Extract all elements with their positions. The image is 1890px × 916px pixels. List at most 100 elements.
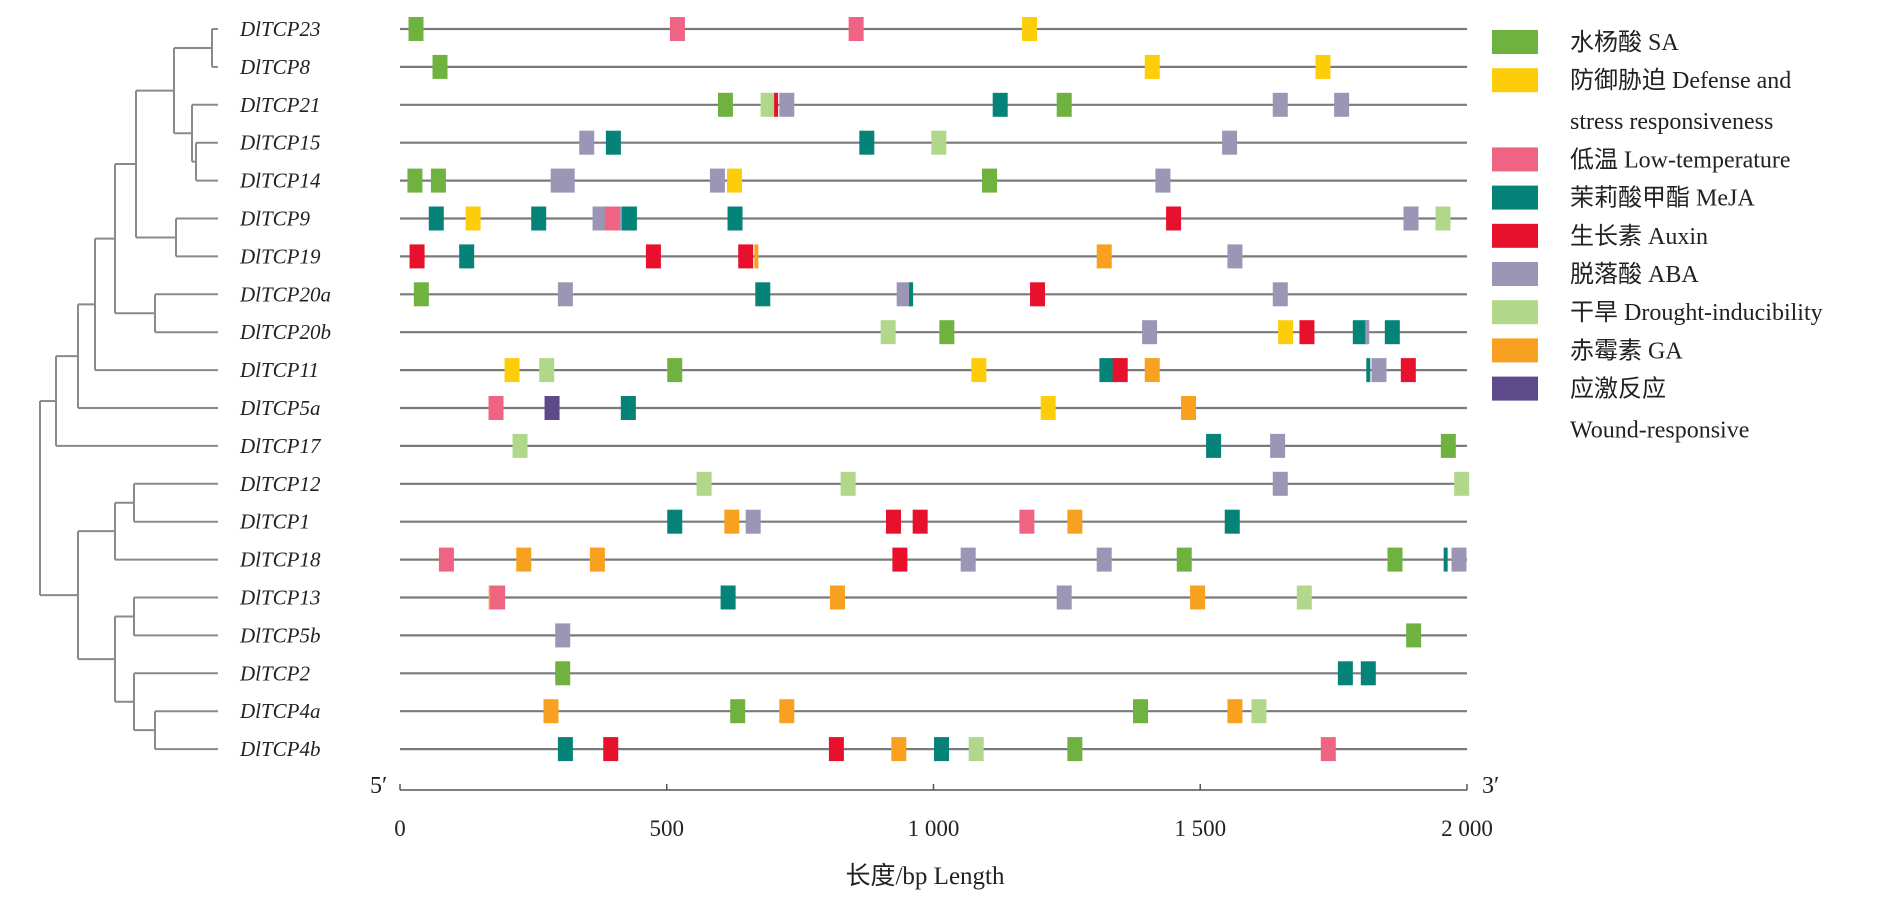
cis-element-box xyxy=(859,130,875,155)
cis-element-box xyxy=(727,206,743,231)
gene-track xyxy=(400,244,1467,269)
cis-element-box xyxy=(1435,206,1451,231)
cis-element-box xyxy=(1067,737,1083,762)
cis-element-box xyxy=(669,17,685,41)
gene-label: DlTCP18 xyxy=(239,548,321,572)
legend: 水杨酸 SA 防御胁迫 Defense and stress responsiven… xyxy=(1492,29,1823,444)
cis-element-box xyxy=(408,17,424,41)
cis-element-box xyxy=(848,17,864,41)
cis-element-box xyxy=(512,433,528,458)
gene-label: DlTCP5b xyxy=(239,623,321,647)
cis-element-box xyxy=(1096,244,1112,269)
gene-label: DlTCP11 xyxy=(239,358,319,382)
cis-element-box xyxy=(555,623,571,648)
cis-element-box xyxy=(1387,547,1403,572)
legend-swatch xyxy=(1492,223,1538,248)
cis-element-box xyxy=(1454,471,1470,496)
cis-element-box xyxy=(543,699,559,724)
cis-element-box xyxy=(709,168,725,193)
cis-element-box xyxy=(1206,433,1222,458)
cis-element-box xyxy=(667,509,683,534)
legend-swatch xyxy=(1492,30,1538,54)
cis-element-box xyxy=(1224,509,1240,534)
gene-label: DlTCP1 xyxy=(239,510,310,534)
legend-item: 干旱 Drought-inducibility xyxy=(1492,300,1823,326)
cis-element-box xyxy=(892,547,908,572)
gene-label: DlTCP4a xyxy=(239,699,321,723)
legend-label: Wound-responsive xyxy=(1570,418,1749,444)
gene-label: DlTCP2 xyxy=(239,661,311,685)
gene-track xyxy=(400,320,1467,345)
axis-ticks: 0 500 1 000 1 500 2 000 xyxy=(394,784,1493,841)
cis-element-box xyxy=(1406,623,1422,648)
legend-item: 防御胁迫 Defense and stress responsiveness xyxy=(1492,67,1791,135)
cis-element-box xyxy=(604,206,620,231)
cis-element-box xyxy=(605,130,621,155)
cis-element-box xyxy=(1040,396,1056,420)
cis-element-box xyxy=(1451,547,1467,572)
gene-track xyxy=(400,699,1467,724)
cis-element-box xyxy=(912,509,928,534)
cis-element-box xyxy=(968,737,984,762)
cis-element-box xyxy=(1272,92,1288,117)
legend-item: 水杨酸 SA xyxy=(1492,29,1679,56)
legend-item: 脱落酸 ABA xyxy=(1492,261,1699,288)
cis-element-box xyxy=(1227,699,1243,724)
cis-element-box xyxy=(550,168,575,193)
cis-element-box xyxy=(717,92,733,117)
legend-swatch xyxy=(1492,338,1538,363)
cis-element-box xyxy=(1222,130,1238,155)
axis-tick-label: 0 xyxy=(394,816,406,841)
legend-swatch xyxy=(1492,147,1538,172)
cis-element-box xyxy=(1056,585,1072,610)
gene-track xyxy=(400,92,1467,117)
gene-label: DlTCP20b xyxy=(239,320,331,344)
legend-swatch xyxy=(1492,185,1538,210)
legend-label: 赤霉素 GA xyxy=(1570,337,1683,364)
cis-element-box xyxy=(1299,320,1315,345)
legend-item: 低温 Low-temperature xyxy=(1492,146,1791,173)
cis-element-box xyxy=(738,244,754,269)
cis-element-box xyxy=(619,206,624,231)
cis-element-box xyxy=(555,661,571,686)
cis-element-box xyxy=(774,92,779,117)
gene-label: DlTCP5a xyxy=(239,396,321,420)
cis-element-box xyxy=(982,168,998,193)
legend-label: 防御胁迫 Defense and xyxy=(1570,67,1791,94)
cis-element-box xyxy=(428,206,444,231)
gene-labels: DlTCP23 DlTCP8 DlTCP21 DlTCP15 DlTCP14 DlTCP9… xyxy=(239,17,331,761)
cis-element-box xyxy=(745,509,761,534)
cis-element-box xyxy=(579,130,595,155)
cis-element-box xyxy=(1099,358,1115,383)
cis-element-box xyxy=(891,737,907,762)
legend-item: 应激反应 Wound-responsive xyxy=(1492,376,1749,444)
cis-element-box xyxy=(1227,244,1243,269)
legend-swatch xyxy=(1492,376,1538,401)
cis-element-box xyxy=(490,585,506,610)
cis-element-box xyxy=(971,358,987,383)
gene-track xyxy=(400,547,1467,572)
cis-element-box xyxy=(992,92,1008,117)
length-axis: 5′ 3′ 0 500 1 000 1 500 2 000 长度/bp Length xyxy=(370,773,1499,890)
cis-element-box xyxy=(1144,54,1160,79)
cis-element-box xyxy=(840,471,856,496)
cis-element-box xyxy=(620,396,636,420)
cis-element-box xyxy=(896,282,912,307)
cis-element-box xyxy=(589,547,605,572)
axis-title: 长度/bp Length xyxy=(845,862,1005,890)
cis-element-box xyxy=(939,320,955,345)
gene-label: DlTCP12 xyxy=(239,472,321,496)
gene-label: DlTCP19 xyxy=(239,244,321,268)
cis-element-box xyxy=(1181,396,1197,420)
cis-element-box xyxy=(779,699,795,724)
cis-element-box xyxy=(539,358,555,383)
gene-label: DlTCP17 xyxy=(239,434,322,458)
cis-element-box xyxy=(1315,54,1331,79)
gene-track xyxy=(400,17,1467,41)
legend-label: 茉莉酸甲酯 MeJA xyxy=(1570,185,1755,212)
legend-swatch xyxy=(1492,68,1538,93)
cis-element-box xyxy=(438,547,454,572)
cis-element-box xyxy=(1320,737,1336,762)
cis-element-box xyxy=(885,509,901,534)
